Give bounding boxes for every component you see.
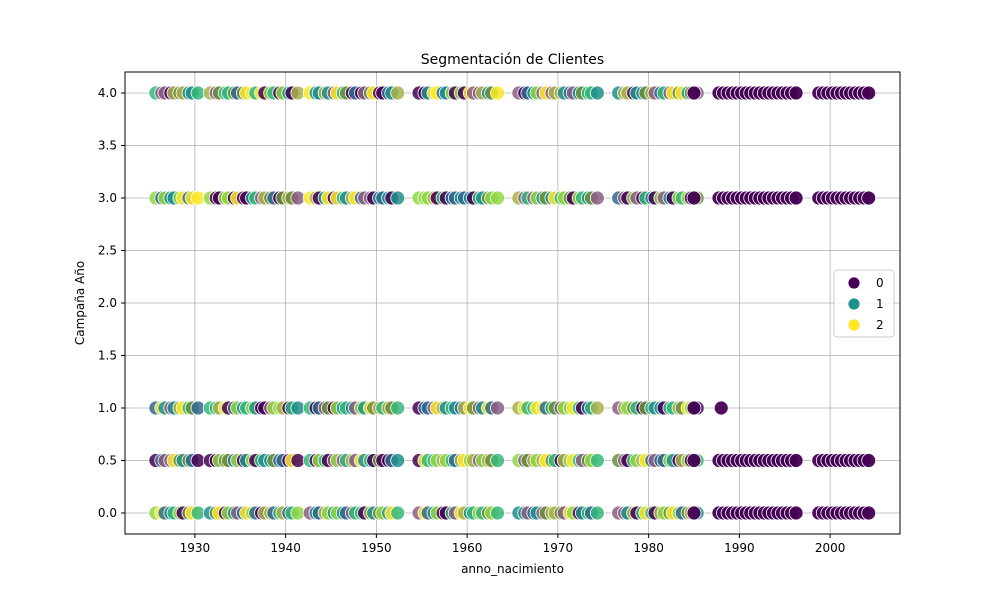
data-point [390, 190, 406, 206]
x-tick-label: 1950 [361, 541, 392, 555]
y-axis-ticks: 0.0 0.5 1.0 1.5 2.0 2.5 3.0 3.5 4.0 [98, 86, 125, 520]
data-point [390, 85, 406, 101]
data-point [686, 453, 702, 468]
x-tick-label: 1930 [180, 541, 211, 555]
data-point [788, 505, 804, 521]
data-point [589, 400, 605, 416]
y-tick-label: 1.0 [98, 401, 117, 415]
y-tick-label: 1.5 [98, 349, 117, 363]
legend-marker [847, 276, 861, 290]
data-point [490, 505, 505, 521]
legend-label: 0 [876, 276, 884, 290]
x-tick-label: 1980 [633, 541, 664, 555]
legend-marker [847, 297, 861, 311]
data-point [490, 400, 505, 416]
data-point [589, 85, 605, 101]
data-point [686, 400, 702, 416]
data-point [390, 453, 406, 468]
y-tick-label: 0.0 [98, 506, 117, 520]
data-point [861, 453, 877, 468]
data-point [686, 85, 702, 101]
legend-box [833, 269, 895, 338]
data-point [861, 85, 877, 101]
legend-label: 2 [876, 318, 884, 332]
y-tick-label: 3.5 [98, 139, 117, 153]
x-tick-label: 1960 [452, 541, 483, 555]
data-point [490, 85, 505, 101]
data-point [490, 453, 505, 468]
data-point [589, 190, 605, 206]
y-tick-label: 4.0 [98, 86, 117, 100]
data-point [390, 505, 406, 521]
x-axis-ticks: 1930 1940 1950 1960 1970 1980 1990 2000 [180, 534, 846, 555]
data-point [861, 505, 877, 521]
data-point [713, 400, 729, 416]
y-axis-label: Campaña Año [73, 261, 87, 345]
data-point [686, 190, 702, 206]
data-point [390, 400, 406, 416]
x-axis-label: anno_nacimiento [461, 562, 564, 576]
chart-title: Segmentación de Clientes [421, 52, 604, 68]
data-point [490, 190, 505, 206]
legend-marker [847, 318, 861, 332]
data-points [148, 85, 877, 521]
y-tick-label: 2.0 [98, 296, 117, 310]
data-point [686, 505, 702, 521]
data-point [788, 85, 804, 101]
legend-label: 1 [876, 297, 884, 311]
x-tick-label: 1970 [543, 541, 574, 555]
data-point [861, 190, 877, 206]
x-tick-label: 1940 [270, 541, 301, 555]
x-tick-label: 1990 [724, 541, 755, 555]
data-point [589, 505, 605, 521]
y-tick-label: 3.0 [98, 191, 117, 205]
legend: 0 1 2 [833, 269, 895, 338]
x-tick-label: 2000 [815, 541, 846, 555]
data-point [589, 453, 605, 468]
data-point [788, 453, 804, 468]
y-tick-label: 0.5 [98, 454, 117, 468]
data-point [788, 190, 804, 206]
y-tick-label: 2.5 [98, 244, 117, 258]
